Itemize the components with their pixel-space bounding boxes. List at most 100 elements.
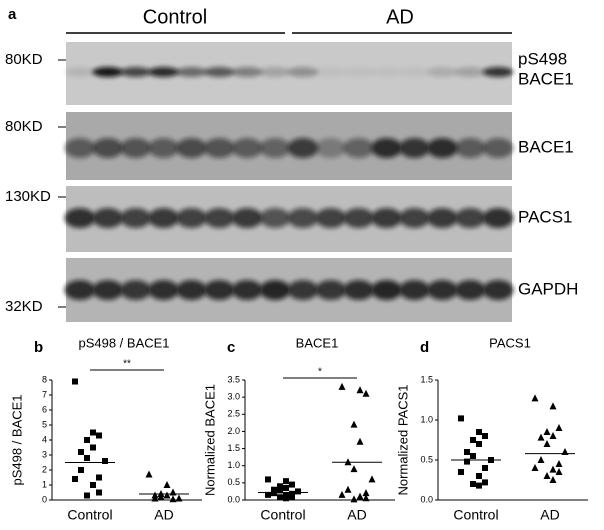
y-tick-label: 0.0 [420,494,433,504]
data-point [283,495,289,502]
blot-band [176,138,207,158]
y-tick-label: 0.0 [227,494,240,504]
blot-band [482,67,514,77]
panel-label: b [34,339,43,356]
y-tick-label: 5 [42,419,47,429]
blot-band [371,280,402,300]
blot-band [64,208,96,228]
data-point [531,394,539,402]
blot-band [482,138,514,158]
data-point [277,483,283,490]
group-label: AD [386,6,414,28]
blot-band [92,280,124,300]
y-tick-label: 3 [42,449,47,459]
blot-band [426,138,458,158]
blot-band [426,280,458,300]
data-point [78,449,84,455]
blot-band [120,138,152,158]
y-tick-label: 6 [42,404,47,414]
y-tick-label: 2.0 [227,426,240,436]
data-point [470,453,476,459]
data-point [362,389,370,397]
data-point [356,386,364,394]
blot-band [120,208,152,228]
y-tick-label: 1.5 [420,374,433,384]
data-point [555,424,563,431]
data-point [464,449,470,455]
blot-band [315,280,347,300]
y-tick-label: 0.5 [227,477,240,487]
blot-band [482,208,514,228]
protein-label: BACE1 [518,69,574,88]
data-point [338,490,346,498]
x-tick-label: Control [67,507,112,523]
panel-label: d [420,339,429,356]
data-point [338,382,346,390]
y-tick-label: 0 [42,494,47,504]
y-tick-label: 4 [42,434,47,444]
blot-band [454,138,486,158]
size-marker: 32KD [5,298,43,315]
x-tick-label: AD [347,507,366,523]
data-point [96,489,102,496]
data-point [482,479,488,486]
data-point [362,494,370,502]
blot-band [399,208,430,228]
data-point [163,491,171,499]
chart-title: pS498 / BACE1 [78,335,169,350]
size-marker: 130KD [5,188,51,205]
y-tick-label: 1 [42,479,47,489]
blot-band [203,138,235,158]
data-point [458,469,464,475]
blot-band [343,67,375,77]
data-point [72,476,78,482]
charts: b pS498 / BACE1 pS498 / BACE1 0 1 2 3 4 5 6 7 8 Cont… [9,335,588,523]
data-point [350,495,358,503]
blot-band [231,208,263,228]
blot-band [231,280,263,300]
blot-band [399,138,430,158]
data-point [470,437,476,443]
blot-band [176,67,207,77]
blot-band [148,208,179,228]
size-marker: 80KD [5,118,43,135]
blot-band [371,138,402,158]
blot-band [426,67,458,77]
blot-band [454,208,486,228]
data-point [537,433,545,441]
protein-label: BACE1 [518,137,574,156]
data-point [458,415,464,422]
blot-band [120,67,152,77]
y-axis-label: pS498 / BACE1 [9,394,24,485]
blot-band [343,138,375,158]
data-point [295,488,301,495]
blot-band [343,280,375,300]
data-point [283,478,289,485]
chart-title: PACS1 [489,335,531,350]
blot-band [287,208,319,228]
group-label: Control [143,6,207,28]
x-tick-label: Control [453,507,498,523]
data-point [271,490,277,497]
blot-band [203,67,235,77]
data-point [476,441,482,447]
blot-band [148,138,179,158]
data-point [356,492,364,500]
data-point [96,474,102,481]
blot-band [92,208,124,228]
y-tick-label: 1.0 [227,460,240,470]
data-point [549,432,557,439]
y-axis-label: Normalized BACE1 [202,384,217,496]
y-tick-label: 1.5 [227,443,240,453]
blot-band [203,208,235,228]
data-point [265,476,271,483]
data-point [356,437,364,445]
data-point [289,481,295,488]
blot-band [287,138,319,158]
data-point [163,481,171,488]
blot-band [287,280,319,300]
data-point [145,470,153,478]
data-point [277,494,283,501]
blot-band [203,280,235,300]
